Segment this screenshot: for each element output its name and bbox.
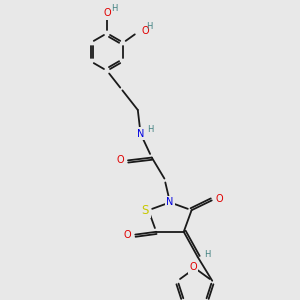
Text: O: O	[116, 155, 124, 165]
Text: O: O	[124, 230, 131, 240]
Text: O: O	[141, 26, 149, 36]
Text: S: S	[142, 204, 149, 217]
Text: N: N	[137, 129, 144, 139]
Text: H: H	[148, 125, 154, 134]
Text: O: O	[103, 8, 111, 18]
Text: N: N	[166, 197, 174, 207]
Text: H: H	[146, 22, 153, 31]
Text: O: O	[189, 262, 197, 272]
Text: H: H	[111, 4, 117, 13]
Text: H: H	[204, 250, 210, 260]
Text: O: O	[216, 194, 224, 204]
